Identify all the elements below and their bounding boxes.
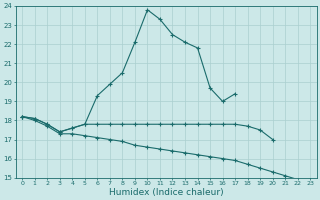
X-axis label: Humidex (Indice chaleur): Humidex (Indice chaleur)	[109, 188, 224, 197]
